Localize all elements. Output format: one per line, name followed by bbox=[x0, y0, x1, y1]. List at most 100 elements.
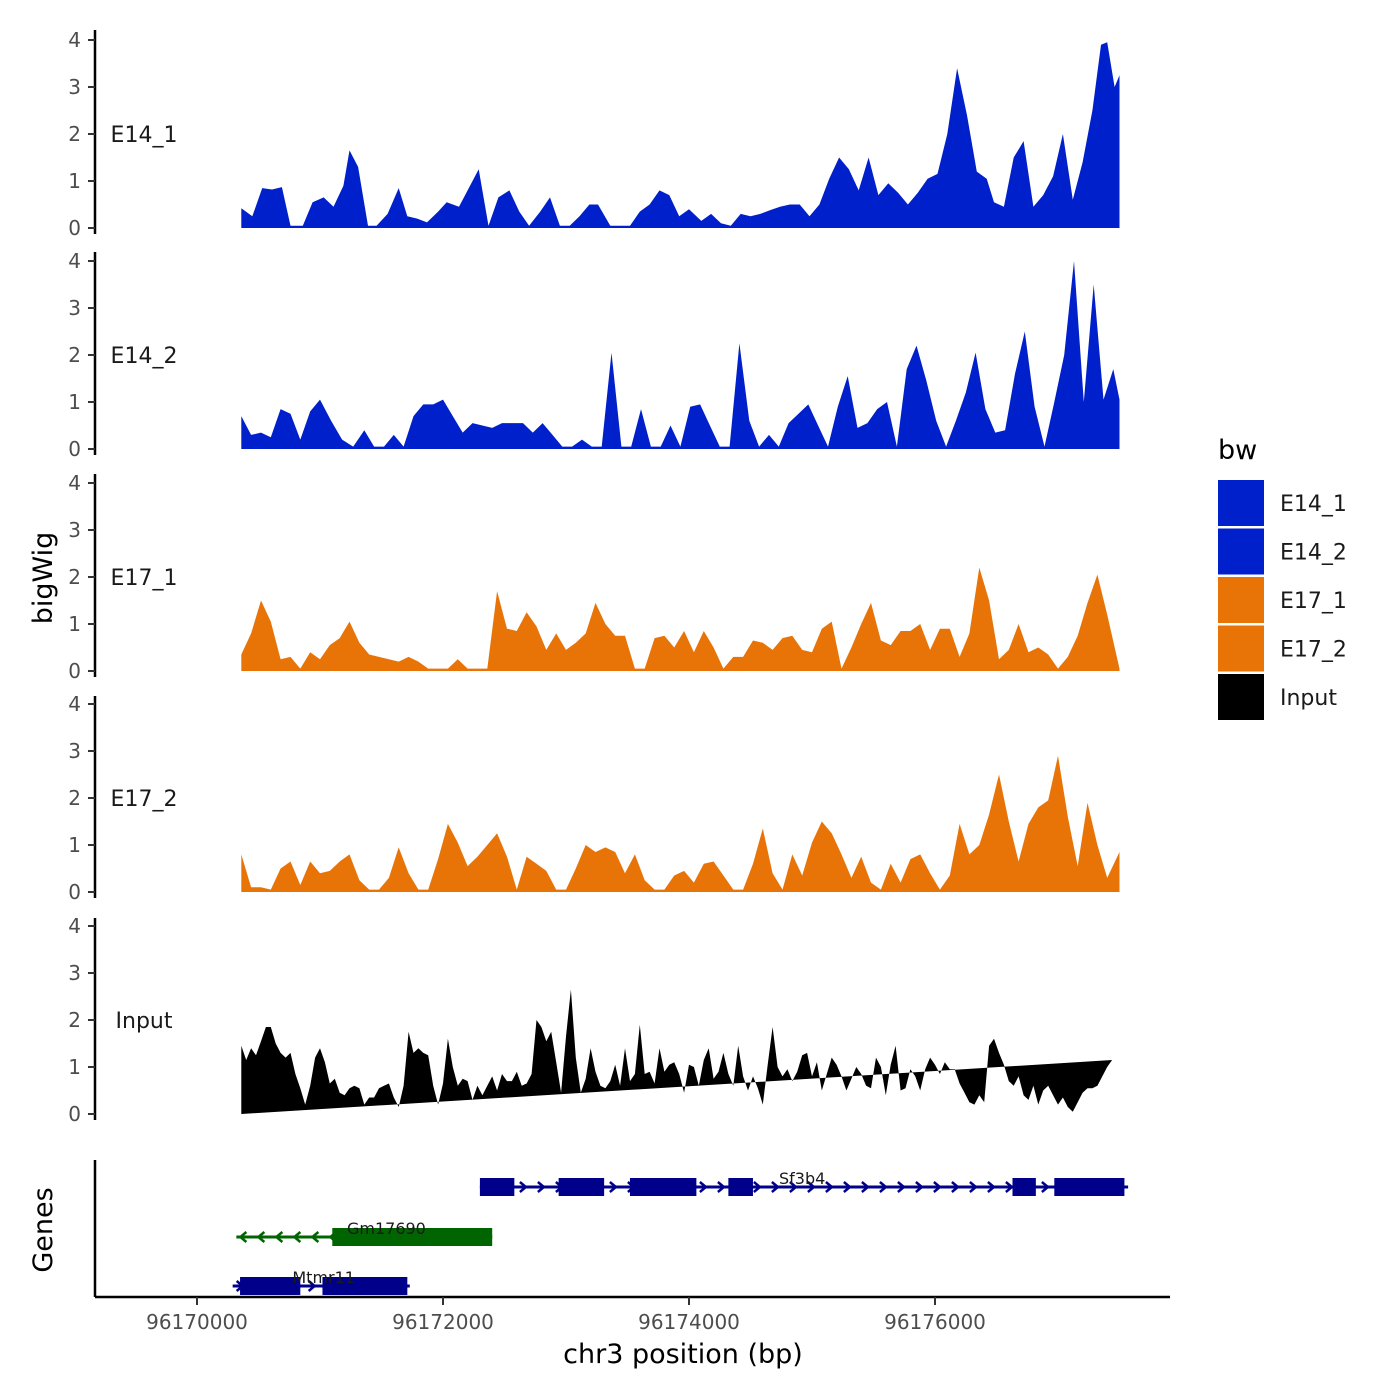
x-tick-label: 96176000 bbox=[884, 1310, 986, 1334]
x-tick-label: 96174000 bbox=[638, 1310, 740, 1334]
y-tick-label: 2 bbox=[68, 343, 81, 367]
strand-arrow bbox=[915, 1181, 924, 1193]
y-tick-label: 4 bbox=[68, 692, 81, 716]
signal-area-E14_2 bbox=[241, 261, 1120, 449]
gene-label-Sf3b4: Sf3b4 bbox=[779, 1169, 825, 1188]
y-tick-label: 2 bbox=[68, 122, 81, 146]
track-label-E17_1: E17_1 bbox=[111, 566, 178, 591]
exon-block bbox=[629, 1178, 697, 1196]
y-tick-label: 0 bbox=[68, 659, 81, 683]
x-axis-title: chr3 position (bp) bbox=[563, 1339, 803, 1370]
strand-arrow bbox=[256, 1231, 266, 1243]
y-tick-label: 0 bbox=[68, 1102, 81, 1126]
y-tick-label: 3 bbox=[68, 961, 81, 985]
y-tick-label: 4 bbox=[68, 914, 81, 938]
track-E14_2: 0 1 2 3 4 E14_2 bbox=[68, 249, 1120, 461]
strand-arrow bbox=[933, 1181, 942, 1193]
signal-area-E14_1 bbox=[241, 42, 1120, 228]
strand-arrow bbox=[1005, 1181, 1014, 1193]
y-tick-label: 4 bbox=[68, 28, 81, 52]
legend: bw E14_1 E14_2 E17_1 E17_2 Input bbox=[1218, 435, 1347, 720]
strand-arrow bbox=[807, 1181, 816, 1193]
exon-block bbox=[728, 1178, 753, 1196]
legend-swatch-E14_2 bbox=[1218, 528, 1264, 575]
y-tick-label: 3 bbox=[68, 75, 81, 99]
strand-arrow bbox=[753, 1181, 762, 1193]
legend-title: bw bbox=[1218, 435, 1257, 466]
exon-block bbox=[1012, 1178, 1036, 1196]
exon-block bbox=[240, 1277, 301, 1295]
legend-swatch-E17_1 bbox=[1218, 577, 1264, 623]
strand-arrow bbox=[879, 1181, 888, 1193]
y-tick-label: 0 bbox=[68, 216, 81, 240]
strand-arrow bbox=[274, 1231, 284, 1243]
strand-arrow bbox=[861, 1181, 870, 1193]
x-tick-label: 96172000 bbox=[392, 1310, 494, 1334]
genes-panel: Sf3b4 Gm17690 Mtmr11 bbox=[93, 1160, 1129, 1297]
gene-Sf3b4: Sf3b4 bbox=[479, 1169, 1129, 1196]
exon-block bbox=[322, 1277, 408, 1295]
y-tick-label: 1 bbox=[68, 1055, 81, 1079]
signal-area-Input bbox=[241, 989, 1113, 1114]
y-tick-label: 4 bbox=[68, 249, 81, 273]
genes-axis-title: Genes bbox=[28, 1187, 59, 1272]
legend-swatch-E14_1 bbox=[1218, 480, 1264, 526]
x-axis: 96170000 96172000 96174000 96176000 bbox=[95, 1295, 1170, 1334]
strand-arrow bbox=[969, 1181, 978, 1193]
strand-arrow bbox=[843, 1181, 852, 1193]
exon-block bbox=[332, 1228, 493, 1246]
signal-area-E17_2 bbox=[241, 755, 1120, 892]
track-label-E17_2: E17_2 bbox=[111, 787, 178, 812]
exon-block bbox=[1054, 1178, 1125, 1196]
y-axis-title: bigWig bbox=[28, 532, 59, 625]
legend-swatch-E17_2 bbox=[1218, 625, 1264, 672]
strand-arrow bbox=[825, 1181, 834, 1193]
y-tick-label: 2 bbox=[68, 786, 81, 810]
strand-arrow bbox=[310, 1231, 320, 1243]
y-tick-label: 1 bbox=[68, 169, 81, 193]
y-tick-label: 2 bbox=[68, 565, 81, 589]
strand-arrow bbox=[519, 1181, 528, 1193]
exon-block bbox=[558, 1178, 605, 1196]
strand-arrow bbox=[789, 1181, 798, 1193]
track-label-E14_1: E14_1 bbox=[111, 123, 178, 148]
strand-arrow bbox=[897, 1181, 906, 1193]
y-tick-label: 1 bbox=[68, 833, 81, 857]
exon-block bbox=[479, 1178, 515, 1196]
track-label-E14_2: E14_2 bbox=[111, 344, 178, 369]
strand-arrow bbox=[951, 1181, 960, 1193]
strand-arrow bbox=[238, 1231, 248, 1243]
gene-Mtmr11: Mtmr11 bbox=[232, 1268, 410, 1295]
legend-swatch-Input bbox=[1218, 674, 1264, 720]
track-E17_2: 0 1 2 3 4 E17_2 bbox=[68, 692, 1120, 904]
y-tick-label: 2 bbox=[68, 1008, 81, 1032]
y-tick-label: 0 bbox=[68, 437, 81, 461]
strand-arrow bbox=[609, 1181, 618, 1193]
strand-arrow bbox=[1041, 1181, 1050, 1193]
legend-label-E14_2: E14_2 bbox=[1280, 541, 1347, 566]
gene-Gm17690: Gm17690 bbox=[236, 1219, 493, 1246]
gene-label-Mtmr11: Mtmr11 bbox=[292, 1268, 355, 1287]
y-tick-label: 3 bbox=[68, 296, 81, 320]
y-tick-label: 1 bbox=[68, 390, 81, 414]
track-label-Input: Input bbox=[116, 1009, 173, 1034]
strand-arrow bbox=[307, 1280, 317, 1292]
strand-arrow bbox=[537, 1181, 546, 1193]
track-Input: 0 1 2 3 4 Input bbox=[68, 914, 1113, 1126]
strand-arrow bbox=[987, 1181, 996, 1193]
track-E14_1: 0 1 2 3 4 E14_1 bbox=[68, 28, 1120, 240]
strand-arrow bbox=[717, 1181, 726, 1193]
y-tick-label: 1 bbox=[68, 612, 81, 636]
y-tick-label: 3 bbox=[68, 739, 81, 763]
strand-arrow bbox=[771, 1181, 780, 1193]
y-tick-label: 0 bbox=[68, 880, 81, 904]
gene-label-Gm17690: Gm17690 bbox=[347, 1219, 426, 1238]
signal-tracks: 0 1 2 3 4 E14_1 0 1 2 3 4 E14_2 0 1 2 3 4 E17_1 0 1 2 3 4 E17_2… bbox=[68, 28, 1120, 1126]
legend-label-E14_1: E14_1 bbox=[1280, 492, 1347, 517]
y-tick-label: 3 bbox=[68, 518, 81, 542]
legend-label-E17_2: E17_2 bbox=[1280, 638, 1347, 663]
legend-label-Input: Input bbox=[1280, 686, 1337, 711]
x-tick-label: 96170000 bbox=[146, 1310, 248, 1334]
legend-label-E17_1: E17_1 bbox=[1280, 589, 1347, 614]
